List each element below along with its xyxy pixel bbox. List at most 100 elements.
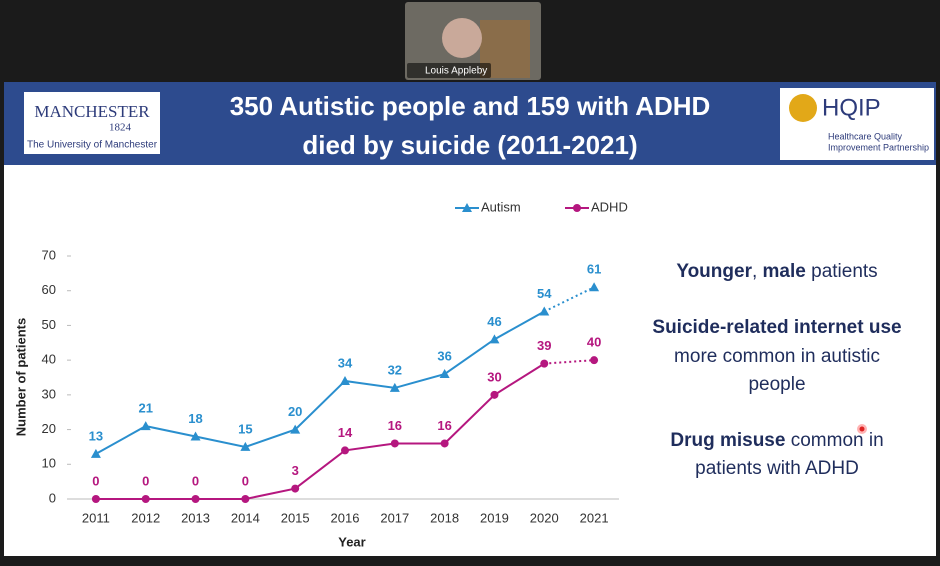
x-tick-label: 2020	[530, 510, 559, 525]
slide-title: 350 Autistic people and 159 with ADHD	[230, 91, 711, 121]
legend-marker	[462, 203, 472, 212]
marker	[91, 495, 100, 503]
video-person	[442, 18, 482, 58]
note-line: Drug misuse common in	[670, 430, 883, 451]
marker	[590, 356, 599, 365]
logo-name: MANCHESTER	[34, 102, 150, 121]
x-tick-label: 2016	[331, 510, 360, 525]
marker	[439, 369, 450, 379]
cursor-dot	[859, 426, 865, 432]
data-label: 0	[92, 473, 99, 488]
x-tick-label: 2019	[480, 510, 509, 525]
legend-label: ADHD	[591, 199, 628, 214]
slide-title: died by suicide (2011-2021)	[302, 130, 637, 160]
series-line-dotted	[543, 286, 595, 313]
marker	[540, 359, 549, 368]
marker	[191, 495, 200, 503]
data-label: 21	[138, 401, 152, 416]
legend-label: Autism	[481, 199, 521, 214]
note-line: patients with ADHD	[695, 458, 859, 479]
logo-subtitle: Improvement Partnership	[828, 142, 929, 152]
note-run: Younger	[676, 261, 752, 282]
data-label: 15	[238, 421, 252, 436]
note-run: more common in autistic	[674, 346, 880, 367]
x-axis-title: Year	[338, 534, 365, 549]
x-tick-label: 2017	[380, 510, 409, 525]
data-label: 16	[437, 418, 451, 433]
y-axis-title: Number of patients	[13, 318, 28, 436]
marker	[490, 390, 499, 399]
data-label: 0	[142, 473, 149, 488]
data-label: 36	[437, 348, 451, 363]
note-run: Drug misuse	[670, 430, 785, 451]
marker	[140, 421, 151, 431]
logo-subtitle: The University of Manchester	[27, 140, 158, 151]
marker	[389, 382, 400, 392]
x-tick-label: 2011	[82, 510, 110, 525]
name-tag	[407, 63, 491, 78]
data-label: 54	[537, 286, 552, 301]
note-run: people	[748, 374, 805, 395]
marker	[290, 424, 301, 434]
x-tick-label: 2014	[231, 510, 260, 525]
marker	[241, 495, 250, 503]
data-label: 46	[487, 314, 501, 329]
y-tick-label: 10	[42, 456, 56, 471]
marker	[341, 446, 349, 455]
marker	[340, 375, 350, 385]
marker	[489, 334, 500, 344]
marker	[240, 441, 251, 451]
y-tick-label: 70	[42, 247, 56, 262]
x-tick-label: 2013	[181, 510, 210, 525]
y-tick-label: 30	[42, 386, 56, 401]
note-run: ,	[752, 261, 763, 282]
hqip-icon	[789, 94, 817, 122]
marker	[291, 484, 300, 493]
series-line	[95, 362, 545, 500]
note-line: more common in autistic	[674, 346, 880, 367]
series-line	[95, 310, 545, 455]
left-logo	[24, 92, 160, 154]
data-label: 3	[292, 463, 299, 478]
data-label: 34	[338, 355, 353, 370]
series-line-dotted	[544, 359, 595, 365]
marker	[190, 431, 201, 441]
y-tick-label: 20	[42, 421, 56, 436]
marker	[539, 306, 550, 316]
data-label: 16	[388, 418, 402, 433]
x-tick-label: 2015	[281, 510, 310, 525]
note-run: patients with ADHD	[695, 458, 859, 479]
x-tick-label: 2018	[430, 510, 459, 525]
data-label: 40	[587, 335, 601, 350]
data-label: 20	[288, 404, 302, 419]
data-label: 18	[188, 411, 202, 426]
logo-subtitle: Healthcare Quality	[828, 131, 903, 141]
data-label: 61	[587, 262, 601, 277]
note-line: Younger, male patients	[676, 261, 877, 282]
data-label: 0	[242, 473, 249, 488]
note-run: common in	[785, 430, 883, 451]
marker	[90, 448, 101, 458]
data-label: 32	[388, 362, 402, 377]
marker	[589, 282, 600, 292]
x-tick-label: 2021	[580, 510, 609, 525]
marker	[440, 439, 449, 448]
note-run: Suicide-related internet use	[652, 317, 901, 338]
data-label: 13	[89, 428, 103, 443]
y-tick-label: 40	[42, 352, 56, 367]
logo-year: 1824	[109, 122, 132, 134]
marker	[141, 495, 150, 503]
legend-marker	[573, 204, 581, 212]
data-label: 14	[338, 425, 353, 440]
x-tick-label: 2012	[131, 510, 160, 525]
note-line: Suicide-related internet use	[652, 317, 901, 338]
data-label: 0	[192, 473, 199, 488]
y-tick-label: 50	[42, 317, 56, 332]
note-line: people	[748, 374, 805, 395]
data-label: 30	[487, 369, 501, 384]
note-run: patients	[806, 261, 878, 282]
marker	[390, 439, 399, 448]
participant-name: Louis Appleby	[425, 66, 487, 77]
